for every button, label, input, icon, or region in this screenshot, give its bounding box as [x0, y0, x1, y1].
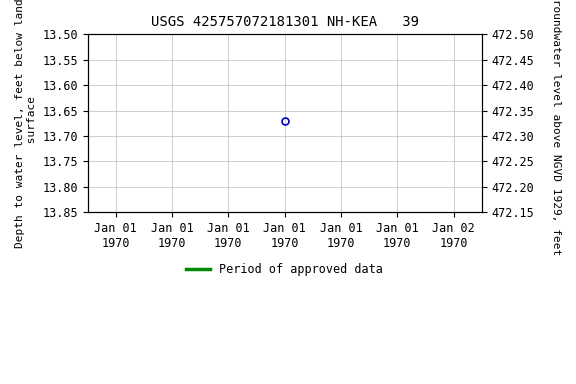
- Legend: Period of approved data: Period of approved data: [181, 259, 388, 281]
- Title: USGS 425757072181301 NH-KEA   39: USGS 425757072181301 NH-KEA 39: [151, 15, 419, 29]
- Y-axis label: Depth to water level, feet below land
 surface: Depth to water level, feet below land su…: [15, 0, 37, 248]
- Y-axis label: Groundwater level above NGVD 1929, feet: Groundwater level above NGVD 1929, feet: [551, 0, 561, 255]
